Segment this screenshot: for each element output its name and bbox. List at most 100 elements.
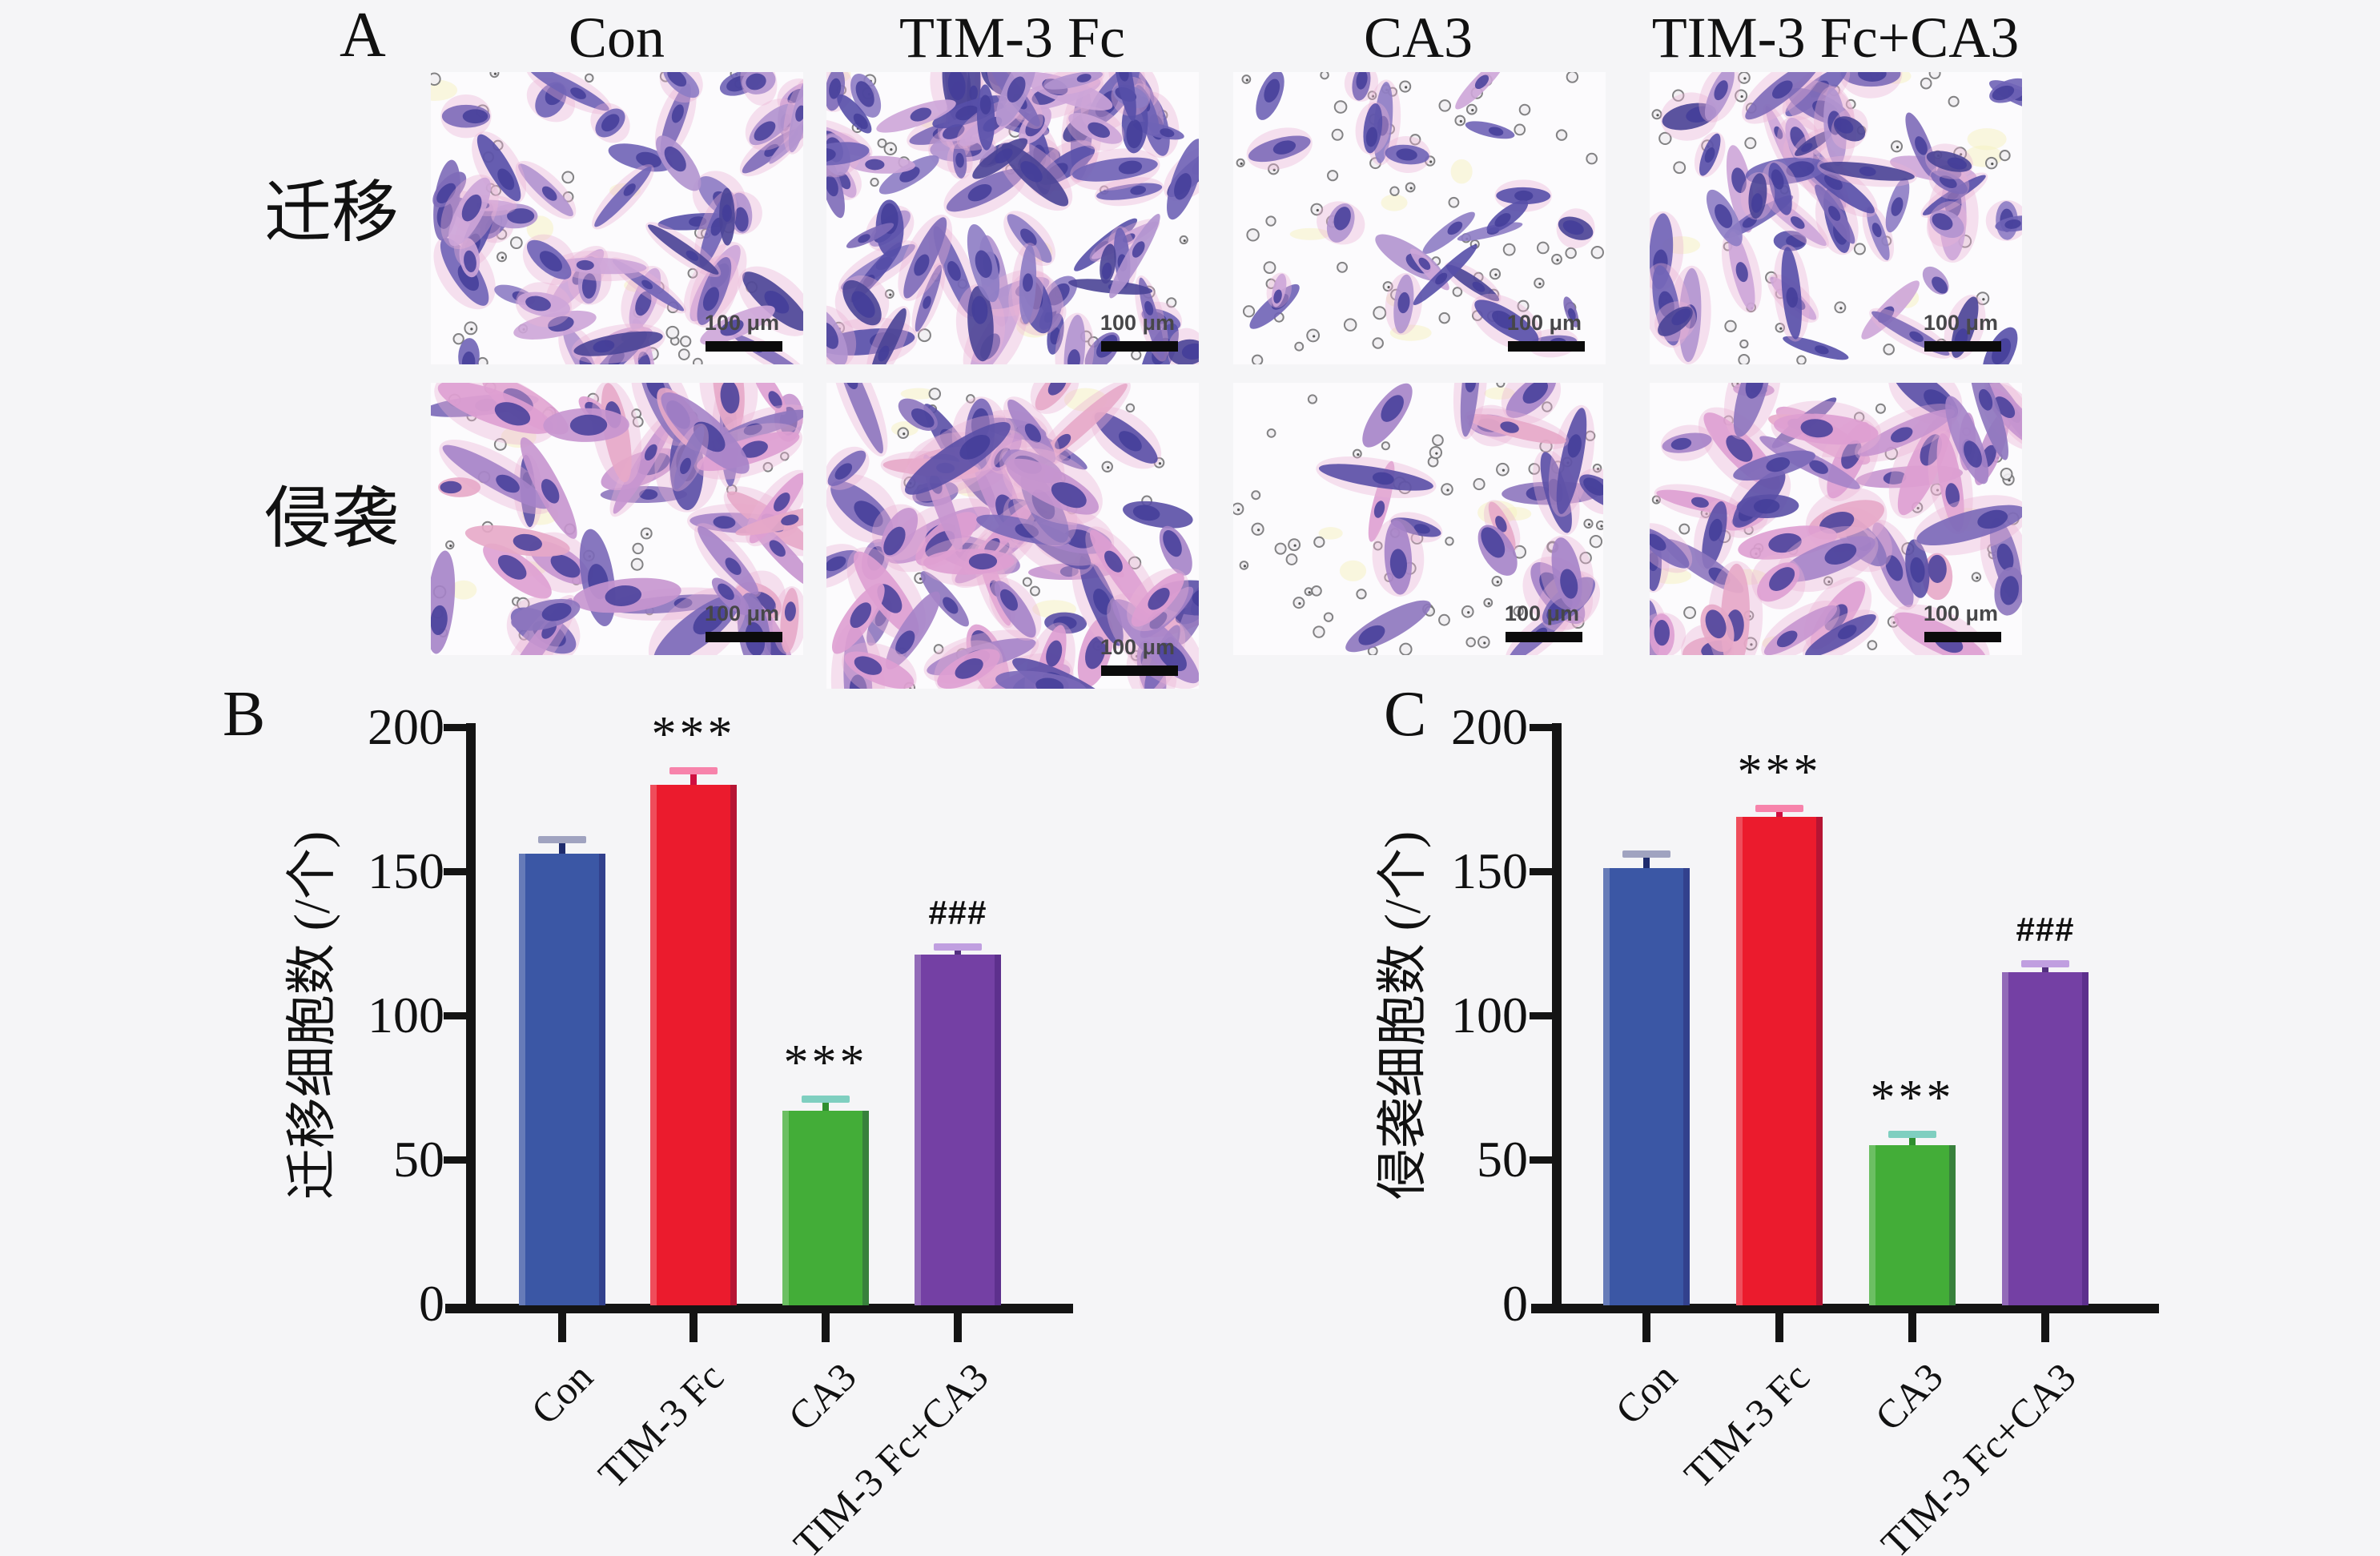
scale-bar-label: 100 μm: [704, 601, 779, 625]
y-tick-mark: [444, 1012, 466, 1019]
error-bar-cap-ca3: [802, 1096, 850, 1104]
column-header-tim3fc: TIM-3 Fc: [899, 6, 1125, 70]
scale-bar: [1101, 665, 1178, 676]
error-bar-cap-ca3: [1888, 1130, 1936, 1138]
y-tick-label: 100: [1451, 987, 1528, 1043]
x-tick-mark: [558, 1313, 566, 1342]
bar-con: [519, 854, 605, 1305]
error-bar-stem-ca3: [822, 1099, 829, 1114]
error-bar-stem-tim-3-fc-ca3: [2042, 963, 2048, 975]
error-bar-cap-con: [1622, 850, 1670, 858]
panel-a-label: A: [340, 0, 386, 70]
micrograph-image-migration-ca3: [1233, 72, 1606, 364]
significance-label-tim-3-fc: ***: [1737, 744, 1822, 799]
bar-tim-3-fc: [650, 785, 737, 1305]
error-bar-stem-con: [559, 839, 565, 858]
column-header-tim3fc-ca3: TIM-3 Fc+CA3: [1651, 6, 2020, 70]
x-tick-mark: [954, 1313, 962, 1342]
scale-bar: [1506, 632, 1582, 642]
error-bar-cap-tim-3-fc: [1755, 804, 1803, 812]
y-tick-label: 200: [368, 698, 444, 755]
scale-bar: [706, 341, 782, 352]
y-tick-label: 0: [1502, 1275, 1528, 1332]
scale-bar-label: 100 μm: [1923, 311, 1998, 335]
x-tick-mark: [822, 1313, 830, 1342]
y-tick-label: 0: [419, 1275, 444, 1332]
significance-label-tim-3-fc: ***: [651, 707, 736, 762]
micrograph-invasion-ca3: 100 μm: [1233, 383, 1603, 655]
significance-label-ca3: ***: [783, 1035, 868, 1091]
scale-bar: [1924, 341, 2001, 352]
y-tick-mark: [444, 724, 466, 731]
y-tick-mark: [1530, 1156, 1552, 1164]
micrograph-invasion-tim-3-fc-ca3: 100 μm: [1650, 383, 2022, 655]
scale-bar: [1101, 341, 1178, 352]
micrograph-migration-tim-3-fc-ca3: 100 μm: [1650, 72, 2022, 364]
micrograph-migration-con: 100 μm: [431, 72, 803, 364]
y-tick-label: 50: [1477, 1131, 1528, 1188]
significance-label-tim-3-fc-ca3: ###: [2016, 911, 2075, 949]
error-bar-cap-tim-3-fc-ca3: [934, 943, 982, 951]
category-label-tim-3-fc: TIM-3 Fc: [589, 1353, 733, 1497]
y-tick-mark: [1530, 724, 1552, 731]
scale-bar-label: 100 μm: [704, 311, 779, 335]
micrograph-invasion-tim-3-fc: 100 μm: [826, 383, 1199, 689]
scale-bar-label: 100 μm: [1100, 311, 1175, 335]
micrograph-invasion-con: 100 μm: [431, 383, 803, 655]
category-label-ca3: CA3: [778, 1353, 865, 1440]
micrograph-image-migration-tim-3-fc: [826, 72, 1199, 364]
micrograph-image-invasion-tim-3-fc: [826, 383, 1199, 689]
error-bar-cap-tim-3-fc: [669, 767, 718, 774]
x-tick-mark: [1642, 1313, 1650, 1342]
bar-tim-3-fc-ca3: [2002, 972, 2089, 1305]
x-tick-mark: [2041, 1313, 2049, 1342]
micrograph-image-invasion-tim-3-fc-ca3: [1650, 383, 2022, 655]
scale-bar-label: 100 μm: [1506, 311, 1582, 335]
scale-bar-label: 100 μm: [1504, 601, 1579, 625]
y-axis-line: [466, 723, 476, 1313]
error-bar-stem-con: [1643, 854, 1650, 872]
bar-ca3: [1869, 1145, 1956, 1305]
y-tick-mark: [444, 1156, 466, 1164]
y-tick-label: 50: [393, 1131, 444, 1188]
category-label-con: Con: [521, 1353, 601, 1433]
bar-ca3: [782, 1110, 869, 1305]
row-label-migration: 迁移: [264, 176, 400, 251]
significance-label-tim-3-fc-ca3: ###: [928, 893, 987, 931]
x-tick-mark: [1908, 1313, 1916, 1342]
y-tick-label: 200: [1451, 698, 1528, 755]
scale-bar: [706, 632, 782, 642]
scale-bar-label: 100 μm: [1100, 635, 1175, 659]
x-axis-line: [445, 1304, 1073, 1313]
bar-con: [1603, 868, 1690, 1305]
error-bar-stem-tim-3-fc-ca3: [955, 946, 961, 959]
panel-c-label: C: [1384, 679, 1427, 750]
y-tick-mark: [1530, 868, 1552, 875]
significance-label-ca3: ***: [1870, 1070, 1955, 1125]
y-tick-label: 100: [368, 987, 444, 1043]
micrograph-migration-ca3: 100 μm: [1233, 72, 1606, 364]
error-bar-cap-tim-3-fc-ca3: [2021, 960, 2069, 968]
x-axis-line: [1531, 1304, 2159, 1313]
micrograph-image-invasion-ca3: [1233, 383, 1603, 655]
panel-b-label: B: [223, 679, 266, 750]
micrograph-image-migration-tim-3-fc-ca3: [1650, 72, 2022, 364]
y-tick-label: 150: [1451, 842, 1528, 899]
bar-tim-3-fc-ca3: [915, 955, 1001, 1305]
category-label-con: Con: [1606, 1353, 1686, 1433]
x-tick-mark: [1775, 1313, 1783, 1342]
y-tick-mark: [444, 868, 466, 875]
column-header-ca3: CA3: [1363, 6, 1473, 70]
micrograph-migration-tim-3-fc: 100 μm: [826, 72, 1199, 364]
error-bar-stem-tim-3-fc: [690, 770, 697, 788]
scale-bar-label: 100 μm: [1923, 601, 1998, 625]
category-label-ca3: CA3: [1865, 1353, 1952, 1440]
error-bar-cap-con: [538, 836, 586, 844]
error-bar-stem-ca3: [1909, 1133, 1916, 1148]
y-tick-mark: [1530, 1012, 1552, 1019]
scale-bar: [1924, 632, 2001, 642]
micrograph-image-migration-con: [431, 72, 803, 364]
row-label-invasion: 侵袭: [264, 482, 400, 557]
bar-tim-3-fc: [1736, 816, 1823, 1305]
